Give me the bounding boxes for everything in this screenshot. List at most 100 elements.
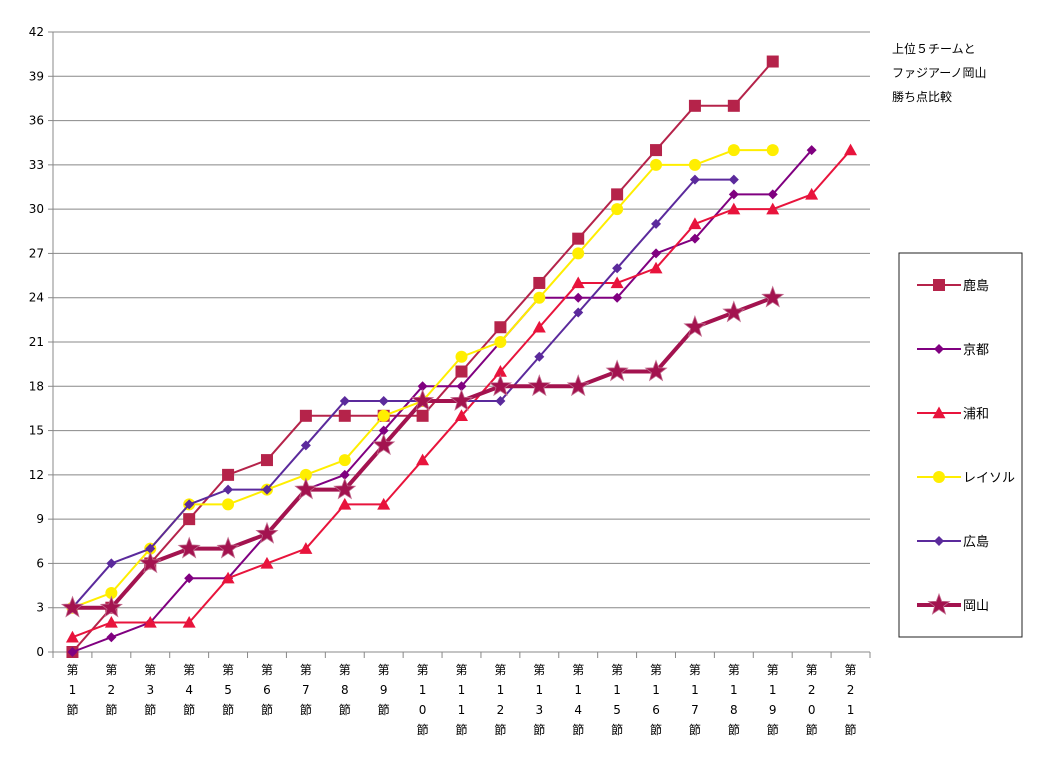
point-marker xyxy=(728,189,739,200)
point-marker xyxy=(60,595,85,618)
series-4 xyxy=(67,174,739,613)
point-marker xyxy=(339,469,350,480)
point-marker xyxy=(456,381,467,392)
point-marker xyxy=(261,484,272,495)
point-marker xyxy=(299,409,312,422)
point-marker xyxy=(727,202,741,215)
series-line xyxy=(71,178,734,609)
point-marker xyxy=(260,556,274,569)
point-marker xyxy=(766,144,779,157)
legend-label: 鹿島 xyxy=(963,278,989,294)
y-tick-label: 3 xyxy=(36,601,44,615)
point-marker xyxy=(177,536,201,559)
point-marker xyxy=(532,320,546,333)
point-marker xyxy=(844,143,858,156)
point-marker xyxy=(338,497,352,510)
point-marker xyxy=(934,536,944,546)
point-marker xyxy=(299,542,313,554)
point-marker xyxy=(182,615,196,628)
point-marker xyxy=(294,477,318,500)
point-marker xyxy=(766,202,780,215)
point-marker xyxy=(683,315,707,338)
note-line-1: 上位５チームと xyxy=(892,41,976,56)
point-marker xyxy=(223,484,234,495)
point-marker xyxy=(806,145,817,156)
point-marker xyxy=(216,536,240,559)
y-tick-label: 18 xyxy=(29,379,44,393)
legend-box xyxy=(898,252,1023,638)
point-marker xyxy=(727,144,740,157)
point-marker xyxy=(338,454,351,467)
point-marker xyxy=(449,388,474,411)
point-marker xyxy=(611,203,624,216)
point-marker xyxy=(145,543,156,554)
series-3 xyxy=(66,144,779,614)
series-lines xyxy=(60,55,858,658)
point-marker xyxy=(612,292,623,303)
point-marker xyxy=(300,440,311,451)
point-marker xyxy=(493,365,507,377)
point-marker xyxy=(222,468,235,481)
point-marker xyxy=(573,307,584,318)
point-marker xyxy=(650,144,663,157)
point-marker xyxy=(378,396,389,407)
note-line-3: 勝ち点比較 xyxy=(892,89,952,104)
point-marker xyxy=(338,409,351,422)
point-marker xyxy=(933,471,945,483)
point-marker xyxy=(572,247,585,260)
y-tick-label: 9 xyxy=(36,512,44,526)
legend-item: 鹿島 xyxy=(917,278,989,294)
point-marker xyxy=(933,279,945,291)
point-marker xyxy=(372,433,396,456)
gridlines xyxy=(53,31,870,653)
point-marker xyxy=(934,344,944,354)
legend-item: レイソル xyxy=(917,471,1015,486)
point-marker xyxy=(650,158,663,171)
point-marker xyxy=(651,218,662,229)
point-marker xyxy=(572,232,585,245)
point-marker xyxy=(610,276,624,289)
point-marker xyxy=(378,425,389,436)
point-marker xyxy=(494,336,507,348)
point-marker xyxy=(411,388,435,411)
legend-item: 岡山 xyxy=(917,592,989,615)
point-marker xyxy=(106,632,117,643)
point-marker xyxy=(416,409,429,422)
x-axis: 第 1 節 第 2 節 第 3 節 第 4 節 第 5 節 第 6 節 第 7 節 第 8 節 第 9 節 第 1 0 節 第 1 1 節 第 1 2 節 第… xyxy=(52,651,871,737)
y-tick-label: 27 xyxy=(29,246,44,260)
point-marker xyxy=(611,188,624,201)
legend-label: レイソル xyxy=(963,471,1015,486)
series-5 xyxy=(60,285,785,618)
legend-label: 岡山 xyxy=(963,599,989,614)
series-line xyxy=(72,149,813,653)
point-marker xyxy=(184,499,195,510)
point-marker xyxy=(377,497,391,510)
point-marker xyxy=(455,350,468,363)
point-marker xyxy=(573,292,584,303)
point-marker xyxy=(455,365,468,378)
point-marker xyxy=(688,217,702,230)
point-marker xyxy=(932,406,946,419)
point-marker xyxy=(689,174,700,185)
series-line xyxy=(72,149,773,609)
y-tick-label: 33 xyxy=(29,158,44,172)
point-marker xyxy=(688,158,701,171)
y-tick-label: 36 xyxy=(29,114,44,128)
